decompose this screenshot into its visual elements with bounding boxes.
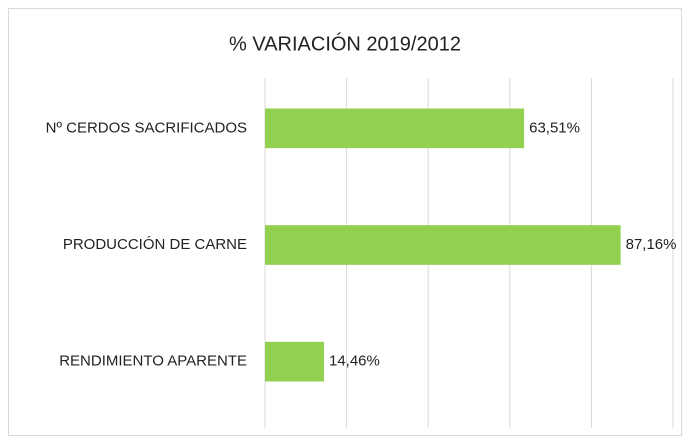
bar bbox=[265, 108, 525, 149]
bar bbox=[265, 225, 621, 265]
data-label: 63,51% bbox=[529, 119, 580, 136]
data-label: 14,46% bbox=[329, 353, 380, 370]
chart-title: % VARIACIÓN 2019/2012 bbox=[229, 32, 461, 55]
data-label: 87,16% bbox=[626, 236, 677, 253]
bar bbox=[265, 341, 324, 382]
chart-border bbox=[8, 8, 682, 436]
y-tick-label: Nº CERDOS SACRIFICADOS bbox=[46, 119, 247, 136]
y-tick-label: PRODUCCIÓN DE CARNE bbox=[63, 236, 247, 253]
y-tick-label: RENDIMIENTO APARENTE bbox=[59, 353, 247, 370]
